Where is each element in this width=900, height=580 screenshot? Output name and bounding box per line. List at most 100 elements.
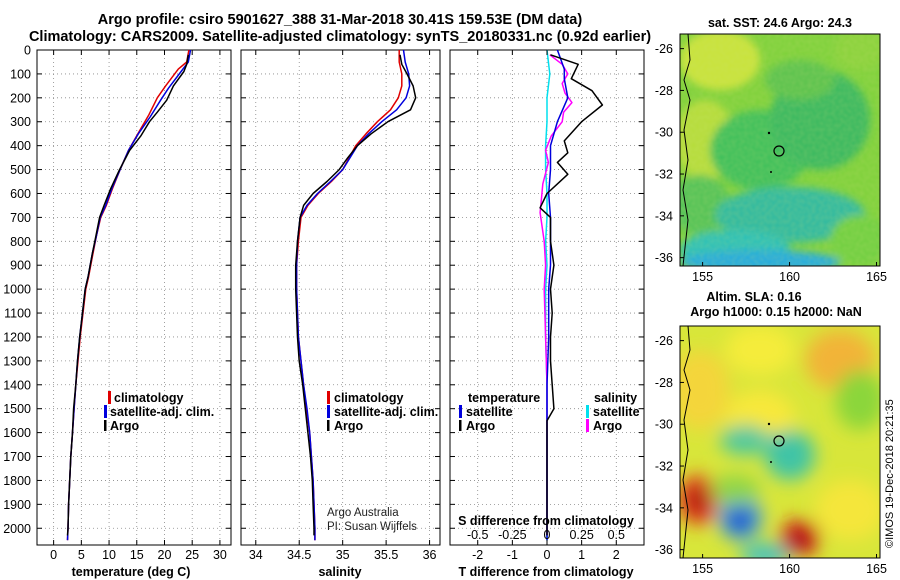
depth-tick-label: 0 — [24, 44, 31, 58]
difference-panel: -2 -1 0 1 2 T difference from climatology S … — [449, 49, 645, 579]
legend-title-salinity: salinity — [594, 391, 637, 405]
difference-legend: temperature satellite Argo salinity sate… — [459, 391, 640, 433]
legend-swatch-satellite — [327, 405, 330, 418]
depth-tick-label: 600 — [10, 187, 31, 201]
depth-tick-label: 800 — [10, 235, 31, 249]
depth-tick-label: 1700 — [3, 450, 31, 464]
map-y-tick-label: -30 — [655, 126, 673, 140]
map-y-tick-label: -28 — [655, 84, 673, 98]
s-difference-ticks: -0.5 -0.25 0 0.25 0.5 — [467, 528, 625, 542]
s-tick-label: 0.25 — [569, 528, 593, 542]
series-line-argo — [66, 54, 190, 536]
temperature-series — [66, 49, 192, 541]
legend-label-s-satellite: satellite — [593, 405, 640, 419]
sla-map-ticks: 155 160 165 -26 -28 -30 -32 -34 -36 — [655, 334, 887, 576]
depth-axis-labels: 0 100 200 300 400 500 600 700 800 900 1000 1100 1200… — [3, 44, 31, 536]
credit-line-2: PI: Susan Wijffels — [327, 521, 417, 533]
s-tick-label: -0.25 — [498, 528, 527, 542]
x-tick-label: 34 — [249, 548, 263, 562]
x-tick-label: 5 — [78, 548, 85, 562]
legend-swatch-argo — [327, 420, 330, 431]
depth-tick-label: 1600 — [3, 426, 31, 440]
map-y-tick-label: -28 — [655, 376, 673, 390]
legend-label-t-argo: Argo — [466, 419, 496, 433]
s-tick-label: 0 — [544, 528, 551, 542]
argo-position-marker — [773, 435, 785, 447]
x-tick-label: 2 — [613, 548, 620, 562]
x-tick-label: 36 — [423, 548, 437, 562]
salinity-panel: 34 34.5 35 35.5 36 salinity climatology sate… — [240, 49, 441, 579]
sst-map-frame — [679, 33, 881, 267]
s-tick-label: -0.5 — [467, 528, 489, 542]
difference-series — [539, 49, 604, 541]
sst-map-ticks: 155 160 165 -26 -28 -30 -32 -34 -36 — [655, 42, 887, 284]
sla-map-frame — [679, 325, 881, 559]
series-line-temperature-satellite — [546, 49, 569, 541]
temperature-grid — [37, 50, 231, 545]
x-tick-label: 20 — [158, 548, 172, 562]
x-tick-label: -1 — [507, 548, 518, 562]
legend-swatch-t-satellite — [459, 405, 462, 418]
legend-swatch-argo — [104, 420, 107, 431]
series-line-argo — [294, 54, 417, 536]
depth-tick-label: 200 — [10, 91, 31, 105]
legend-label-argo: Argo — [334, 419, 364, 433]
map-x-tick-label: 160 — [779, 562, 800, 576]
sst-map: sat. SST: 24.6 Argo: 24.3 — [655, 16, 887, 284]
salinity-plot-frame — [240, 49, 441, 546]
sla-map: Altim. SLA: 0.16 Argo h1000: 0.15 h2000:… — [655, 290, 887, 576]
depth-tick-label: 1100 — [4, 307, 31, 321]
s-difference-label: S difference from climatology — [458, 514, 634, 528]
legend-label-satellite: satellite-adj. clim. — [334, 405, 438, 419]
temperature-xlabel: temperature (deg C) — [72, 565, 191, 579]
depth-tick-label: 2000 — [3, 522, 31, 536]
map-y-tick-label: -26 — [655, 42, 673, 56]
depth-tick-label: 400 — [10, 139, 31, 153]
x-tick-label: 0 — [50, 548, 57, 562]
sla-map-title-2: Argo h1000: 0.15 h2000: NaN — [690, 305, 862, 319]
legend-label-s-argo: Argo — [593, 419, 623, 433]
legend-label-t-satellite: satellite — [466, 405, 513, 419]
map-x-tick-label: 160 — [779, 270, 800, 284]
x-tick-label: 10 — [102, 548, 116, 562]
depth-tick-label: 500 — [10, 163, 31, 177]
depth-tick-label: 100 — [10, 67, 31, 81]
x-tick-label: 35.5 — [374, 548, 398, 562]
x-tick-label: -2 — [472, 548, 483, 562]
legend-label-argo: Argo — [110, 419, 140, 433]
title-line-1: Argo profile: csiro 5901627_388 31-Mar-2… — [97, 12, 583, 28]
salinity-ticks: 34 34.5 35 35.5 36 — [241, 49, 440, 562]
depth-tick-label: 900 — [10, 259, 31, 273]
x-tick-label: 1 — [578, 548, 585, 562]
map-y-tick-label: -32 — [655, 168, 673, 182]
map-x-tick-label: 165 — [866, 562, 887, 576]
sla-map-title-1: Altim. SLA: 0.16 — [706, 290, 801, 304]
temperature-legend: climatology satellite-adj. clim. Argo — [104, 391, 214, 433]
imos-stamp: ©IMOS 19-Dec-2018 20:21:35 — [884, 399, 896, 548]
x-tick-label: 15 — [130, 548, 144, 562]
map-y-tick-label: -36 — [655, 251, 673, 265]
salinity-legend: climatology satellite-adj. clim. Argo — [327, 391, 438, 433]
legend-label-climatology: climatology — [114, 391, 184, 405]
depth-tick-label: 1300 — [3, 354, 31, 368]
difference-xlabel: T difference from climatology — [458, 565, 633, 579]
x-tick-label: 35 — [336, 548, 350, 562]
legend-label-climatology: climatology — [334, 391, 404, 405]
depth-tick-label: 300 — [10, 115, 31, 129]
depth-tick-label: 1200 — [3, 330, 31, 344]
depth-tick-label: 1500 — [3, 402, 31, 416]
map-y-tick-label: -32 — [655, 460, 673, 474]
x-tick-label: 0 — [544, 548, 551, 562]
legend-swatch-t-argo — [459, 420, 462, 431]
legend-swatch-s-satellite — [586, 405, 589, 418]
temperature-plot-frame — [36, 49, 232, 546]
salinity-grid — [241, 50, 440, 545]
x-tick-label: 34.5 — [287, 548, 311, 562]
sst-map-title: sat. SST: 24.6 Argo: 24.3 — [708, 16, 852, 30]
depth-tick-label: 1800 — [3, 474, 31, 488]
title-line-2: Climatology: CARS2009. Satellite-adjuste… — [28, 29, 652, 45]
legend-swatch-satellite — [104, 405, 107, 418]
map-x-tick-label: 165 — [866, 270, 887, 284]
map-y-tick-label: -34 — [655, 209, 673, 223]
